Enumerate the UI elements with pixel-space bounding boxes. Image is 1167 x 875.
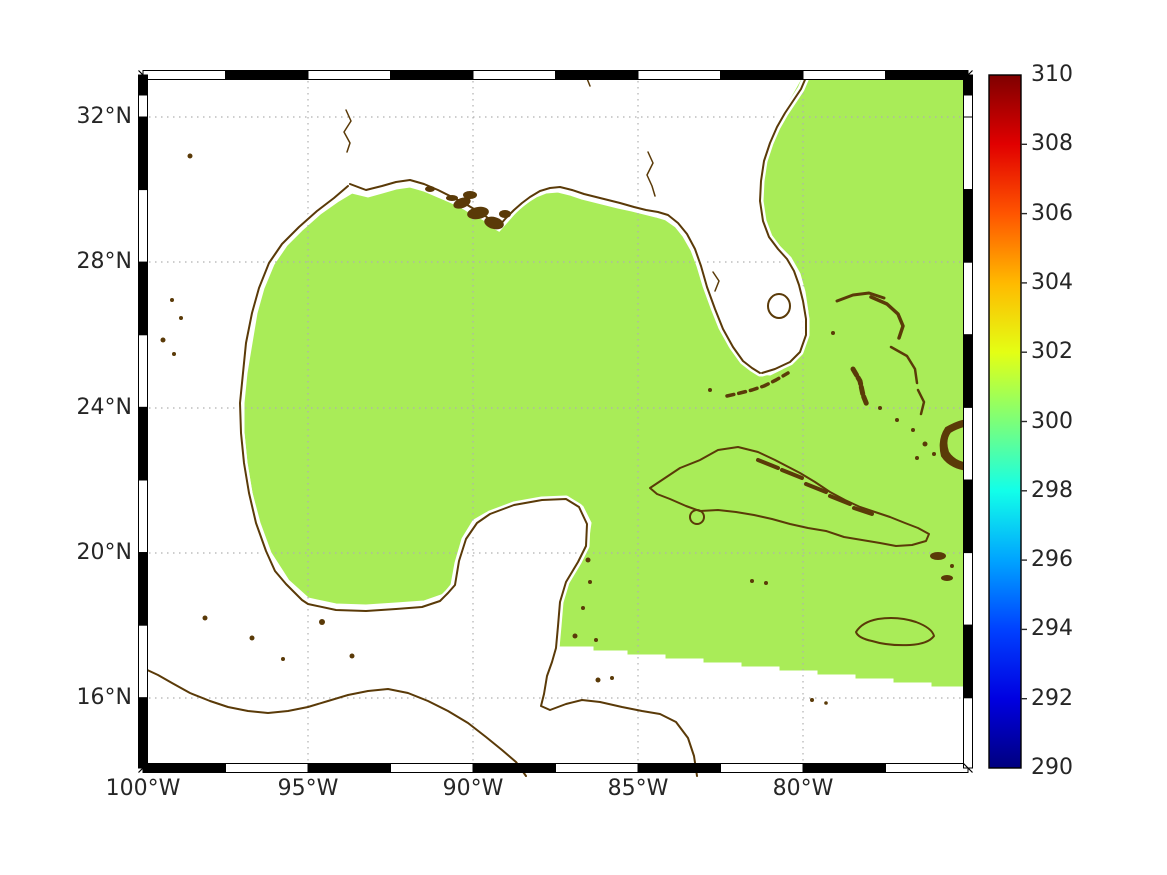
isla-juventud (689, 509, 705, 525)
colorbar-tick-label: 304 (1031, 270, 1073, 295)
colorbar-tick-label: 300 (1031, 409, 1073, 434)
colorbar (988, 74, 1027, 769)
cuba-cays (756, 458, 874, 516)
x-tick-label: 85°W (607, 776, 669, 801)
mississippi-delta (425, 186, 511, 230)
lake-okeechobee (767, 293, 791, 319)
x-tick-label: 90°W (442, 776, 504, 801)
coast-cuba (649, 446, 930, 547)
colorbar-tick-label: 310 (1031, 62, 1073, 87)
y-tick-label: 16°N (76, 685, 132, 710)
bahamas-specks (831, 331, 954, 581)
river-mobile (646, 151, 656, 197)
y-tick-label: 20°N (76, 540, 132, 565)
coast-mexico-pacific (142, 667, 527, 777)
coast-north-gulf-florida-west (349, 179, 761, 374)
river-texas (343, 109, 352, 153)
colorbar-tick-label: 298 (1031, 478, 1073, 503)
x-tick-label: 100°W (105, 776, 181, 801)
florida-keys (725, 371, 790, 398)
zebra-map-frame (138, 70, 973, 773)
colorbar-tick-label: 294 (1031, 616, 1073, 641)
coast-jamaica (855, 617, 935, 647)
bahamas-islands (835, 291, 926, 416)
coastlines (142, 71, 969, 777)
colorbar-tick-label: 296 (1031, 547, 1073, 572)
colorbar-tick-label: 302 (1031, 339, 1073, 364)
x-tick-label: 80°W (772, 776, 834, 801)
y-tick-label: 28°N (76, 249, 132, 274)
y-tick-label: 32°N (76, 104, 132, 129)
colorbar-gradient (988, 74, 1022, 769)
y-tick-label: 24°N (76, 395, 132, 420)
colorbar-tick-label: 290 (1031, 755, 1073, 780)
colorbar-tick-label: 292 (1031, 686, 1073, 711)
colorbar-tick-label: 306 (1031, 201, 1073, 226)
coast-mexico-yucatan-centralamerica (239, 185, 698, 777)
colorbar-ticks (1021, 143, 1027, 700)
tampa-bay (712, 271, 720, 292)
colorbar-tick-label: 308 (1031, 131, 1073, 156)
island-specks (160, 153, 828, 705)
graticule-gridlines (143, 75, 968, 768)
x-tick-label: 95°W (277, 776, 339, 801)
coast-florida-east (759, 74, 808, 374)
